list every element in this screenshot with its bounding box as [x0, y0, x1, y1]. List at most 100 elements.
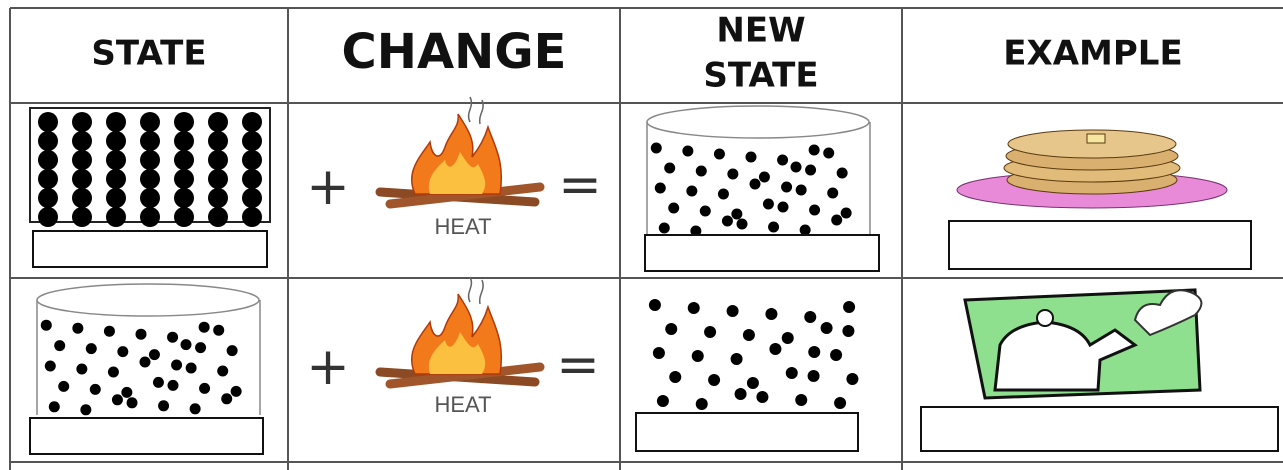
particle [72, 112, 92, 132]
particle [708, 374, 720, 386]
particle [186, 363, 197, 374]
answer-box [636, 413, 858, 451]
particle [208, 188, 228, 208]
particle [213, 325, 224, 336]
particle [72, 207, 92, 227]
particle [38, 150, 58, 170]
particle [140, 357, 151, 368]
header-new-state: STATE [703, 56, 818, 96]
particle [830, 349, 842, 361]
liquid-particles [41, 320, 242, 416]
particle [80, 404, 91, 415]
particle [659, 223, 670, 234]
particle [38, 169, 58, 189]
particle [106, 188, 126, 208]
particle [242, 131, 262, 151]
particle [242, 207, 262, 227]
particle [746, 152, 757, 163]
particle [217, 366, 228, 377]
particle [809, 145, 820, 156]
particle [777, 155, 788, 166]
particle [796, 185, 807, 196]
particle [112, 394, 123, 405]
particle [722, 216, 733, 227]
particle [72, 150, 92, 170]
particle [834, 397, 846, 409]
particle [140, 150, 160, 170]
particle [704, 326, 716, 338]
particle [686, 186, 697, 197]
particle [227, 345, 238, 356]
particle [208, 169, 228, 189]
particle [821, 322, 833, 334]
particle [655, 183, 666, 194]
particle [837, 168, 848, 179]
particle [199, 383, 210, 394]
particle [167, 332, 178, 343]
particle [841, 208, 852, 219]
particle [786, 367, 798, 379]
particle [86, 343, 97, 354]
particle [140, 188, 160, 208]
particle [731, 209, 742, 220]
particle [808, 346, 820, 358]
particle [108, 367, 119, 378]
particle [649, 299, 661, 311]
particle [651, 143, 662, 154]
particle [171, 360, 182, 371]
particle [38, 207, 58, 227]
particle [731, 353, 743, 365]
particle [727, 169, 738, 180]
liquid-particles [651, 143, 852, 237]
particle [765, 308, 777, 320]
particle [668, 203, 679, 214]
particle [768, 222, 779, 233]
particle [756, 391, 768, 403]
particle [759, 172, 770, 183]
answer-box [30, 418, 263, 454]
header-change: CHANGE [342, 24, 567, 80]
particle [688, 302, 700, 314]
particle [664, 163, 675, 174]
particle [653, 347, 665, 359]
particle [808, 370, 820, 382]
particle [831, 215, 842, 226]
particle [823, 148, 834, 159]
particle [778, 202, 789, 213]
particle [763, 199, 774, 210]
particle [657, 395, 669, 407]
fire-icon [380, 277, 540, 384]
particle [208, 207, 228, 227]
particle [174, 169, 194, 189]
particle [809, 205, 820, 216]
particle [718, 189, 729, 200]
particle [58, 381, 69, 392]
particle [242, 188, 262, 208]
heat-label: HEAT [434, 392, 491, 417]
particle [696, 166, 707, 177]
fire-icon [380, 97, 540, 204]
particle [140, 169, 160, 189]
particle [76, 364, 87, 375]
worksheet-table: STATE CHANGE NEW STATE EXAMPLE + HEAT = … [0, 0, 1283, 470]
particle [846, 373, 858, 385]
particle [842, 325, 854, 337]
particle [747, 377, 759, 389]
particle [106, 112, 126, 132]
particle [106, 150, 126, 170]
particle [750, 179, 761, 190]
particle [208, 150, 228, 170]
answer-box [33, 231, 267, 267]
particle [208, 112, 228, 132]
particle [174, 131, 194, 151]
particle [800, 225, 811, 236]
particle [843, 301, 855, 313]
particle [682, 146, 693, 157]
particle [168, 380, 179, 391]
answer-box [921, 407, 1278, 451]
particle [72, 169, 92, 189]
particle [208, 131, 228, 151]
particle [153, 377, 164, 388]
particle [38, 188, 58, 208]
answer-box [645, 235, 879, 271]
